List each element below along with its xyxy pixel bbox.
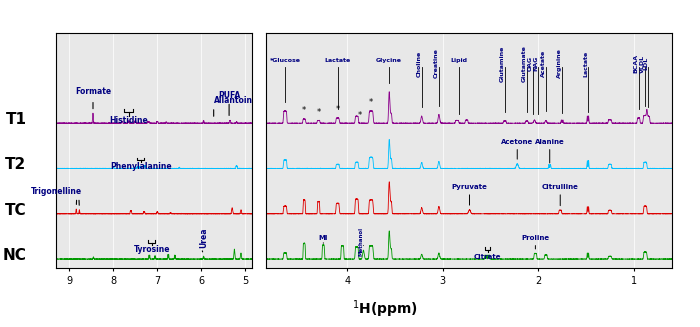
Text: Lipid: Lipid bbox=[451, 59, 468, 63]
Text: OAG: OAG bbox=[528, 56, 533, 71]
Text: Citrate: Citrate bbox=[474, 254, 501, 260]
Text: Arginine: Arginine bbox=[557, 48, 562, 78]
Text: Glutamine: Glutamine bbox=[500, 45, 505, 82]
Text: TC: TC bbox=[5, 203, 27, 218]
Text: PUFA: PUFA bbox=[218, 91, 240, 100]
Text: MI: MI bbox=[318, 235, 328, 241]
Text: Histidine: Histidine bbox=[109, 116, 148, 125]
Text: Proline: Proline bbox=[522, 235, 550, 241]
Text: Trigonelline: Trigonelline bbox=[32, 187, 83, 196]
Text: Alanine: Alanine bbox=[535, 139, 565, 145]
Text: *Glucose: *Glucose bbox=[270, 59, 300, 63]
Text: Allantoin: Allantoin bbox=[214, 96, 253, 105]
Text: *: * bbox=[316, 108, 321, 117]
Text: Tyrosine: Tyrosine bbox=[134, 245, 170, 254]
Text: *: * bbox=[302, 106, 307, 115]
Text: Choline: Choline bbox=[416, 50, 421, 77]
Text: *: * bbox=[335, 105, 340, 114]
Text: *: * bbox=[369, 98, 373, 107]
Text: T2: T2 bbox=[6, 157, 27, 172]
Text: LDL: LDL bbox=[643, 57, 648, 70]
Text: NC: NC bbox=[3, 248, 27, 263]
Text: *: * bbox=[358, 111, 362, 120]
Text: $^1$H(ppm): $^1$H(ppm) bbox=[352, 299, 418, 320]
Text: Lactate: Lactate bbox=[583, 50, 588, 77]
Text: Lactate: Lactate bbox=[325, 59, 351, 63]
Text: Acetate: Acetate bbox=[541, 50, 546, 77]
Text: Creatine: Creatine bbox=[434, 48, 439, 78]
Text: Phenylalanine: Phenylalanine bbox=[110, 162, 172, 171]
Text: Urea: Urea bbox=[199, 228, 208, 248]
Text: BCAA: BCAA bbox=[634, 54, 638, 73]
Text: Acetone: Acetone bbox=[501, 139, 533, 145]
Text: Pyruvate: Pyruvate bbox=[452, 184, 487, 190]
Text: Formate: Formate bbox=[75, 87, 111, 96]
Text: Methanol: Methanol bbox=[358, 226, 363, 255]
Text: VLDL: VLDL bbox=[640, 54, 645, 73]
Text: Glutamate: Glutamate bbox=[522, 45, 527, 82]
Text: NAG: NAG bbox=[533, 56, 538, 71]
Text: Citrulline: Citrulline bbox=[542, 184, 579, 190]
Text: T1: T1 bbox=[6, 112, 27, 127]
Text: Glycine: Glycine bbox=[376, 59, 402, 63]
